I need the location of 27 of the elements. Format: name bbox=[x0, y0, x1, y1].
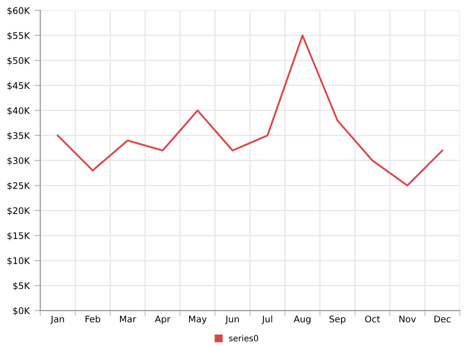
y-tick-label: $45K bbox=[7, 82, 30, 90]
line-series bbox=[56, 34, 444, 186]
x-tick-label: May bbox=[189, 316, 207, 324]
y-tick-label: $20K bbox=[7, 207, 30, 216]
x-tick-label: Mar bbox=[120, 316, 136, 322]
y-tick-label: $15K bbox=[7, 232, 30, 240]
x-tick-label: Apr bbox=[154, 316, 170, 324]
y-tick-label: $40K bbox=[7, 107, 30, 116]
x-tick-label: Feb bbox=[86, 315, 100, 322]
y-tick-label: $35K bbox=[7, 132, 30, 140]
y-tick-label: $25K bbox=[7, 182, 30, 190]
x-tick-label: Aug bbox=[294, 316, 310, 324]
x-tick-label: Nov bbox=[399, 316, 416, 322]
x-tick-label: Sep bbox=[330, 316, 346, 324]
x-tick-label: Jan bbox=[50, 316, 64, 324]
x-tick-label: Jul bbox=[262, 315, 272, 324]
x-tick-label: Dec bbox=[434, 316, 450, 322]
legend-label: series0 bbox=[229, 334, 258, 342]
x-tick-label: Jun bbox=[225, 316, 239, 324]
x-tick-label: Oct bbox=[365, 316, 380, 322]
y-tick-label: $10K bbox=[7, 257, 30, 266]
y-tick-label: $0K bbox=[13, 307, 30, 316]
y-tick-label: $5K bbox=[13, 282, 30, 290]
y-tick-label: $55K bbox=[7, 32, 30, 40]
y-tick-label: $30K bbox=[7, 157, 30, 166]
y-tick-label: $50K bbox=[7, 57, 30, 66]
y-tick-label: $60K bbox=[7, 6, 30, 16]
